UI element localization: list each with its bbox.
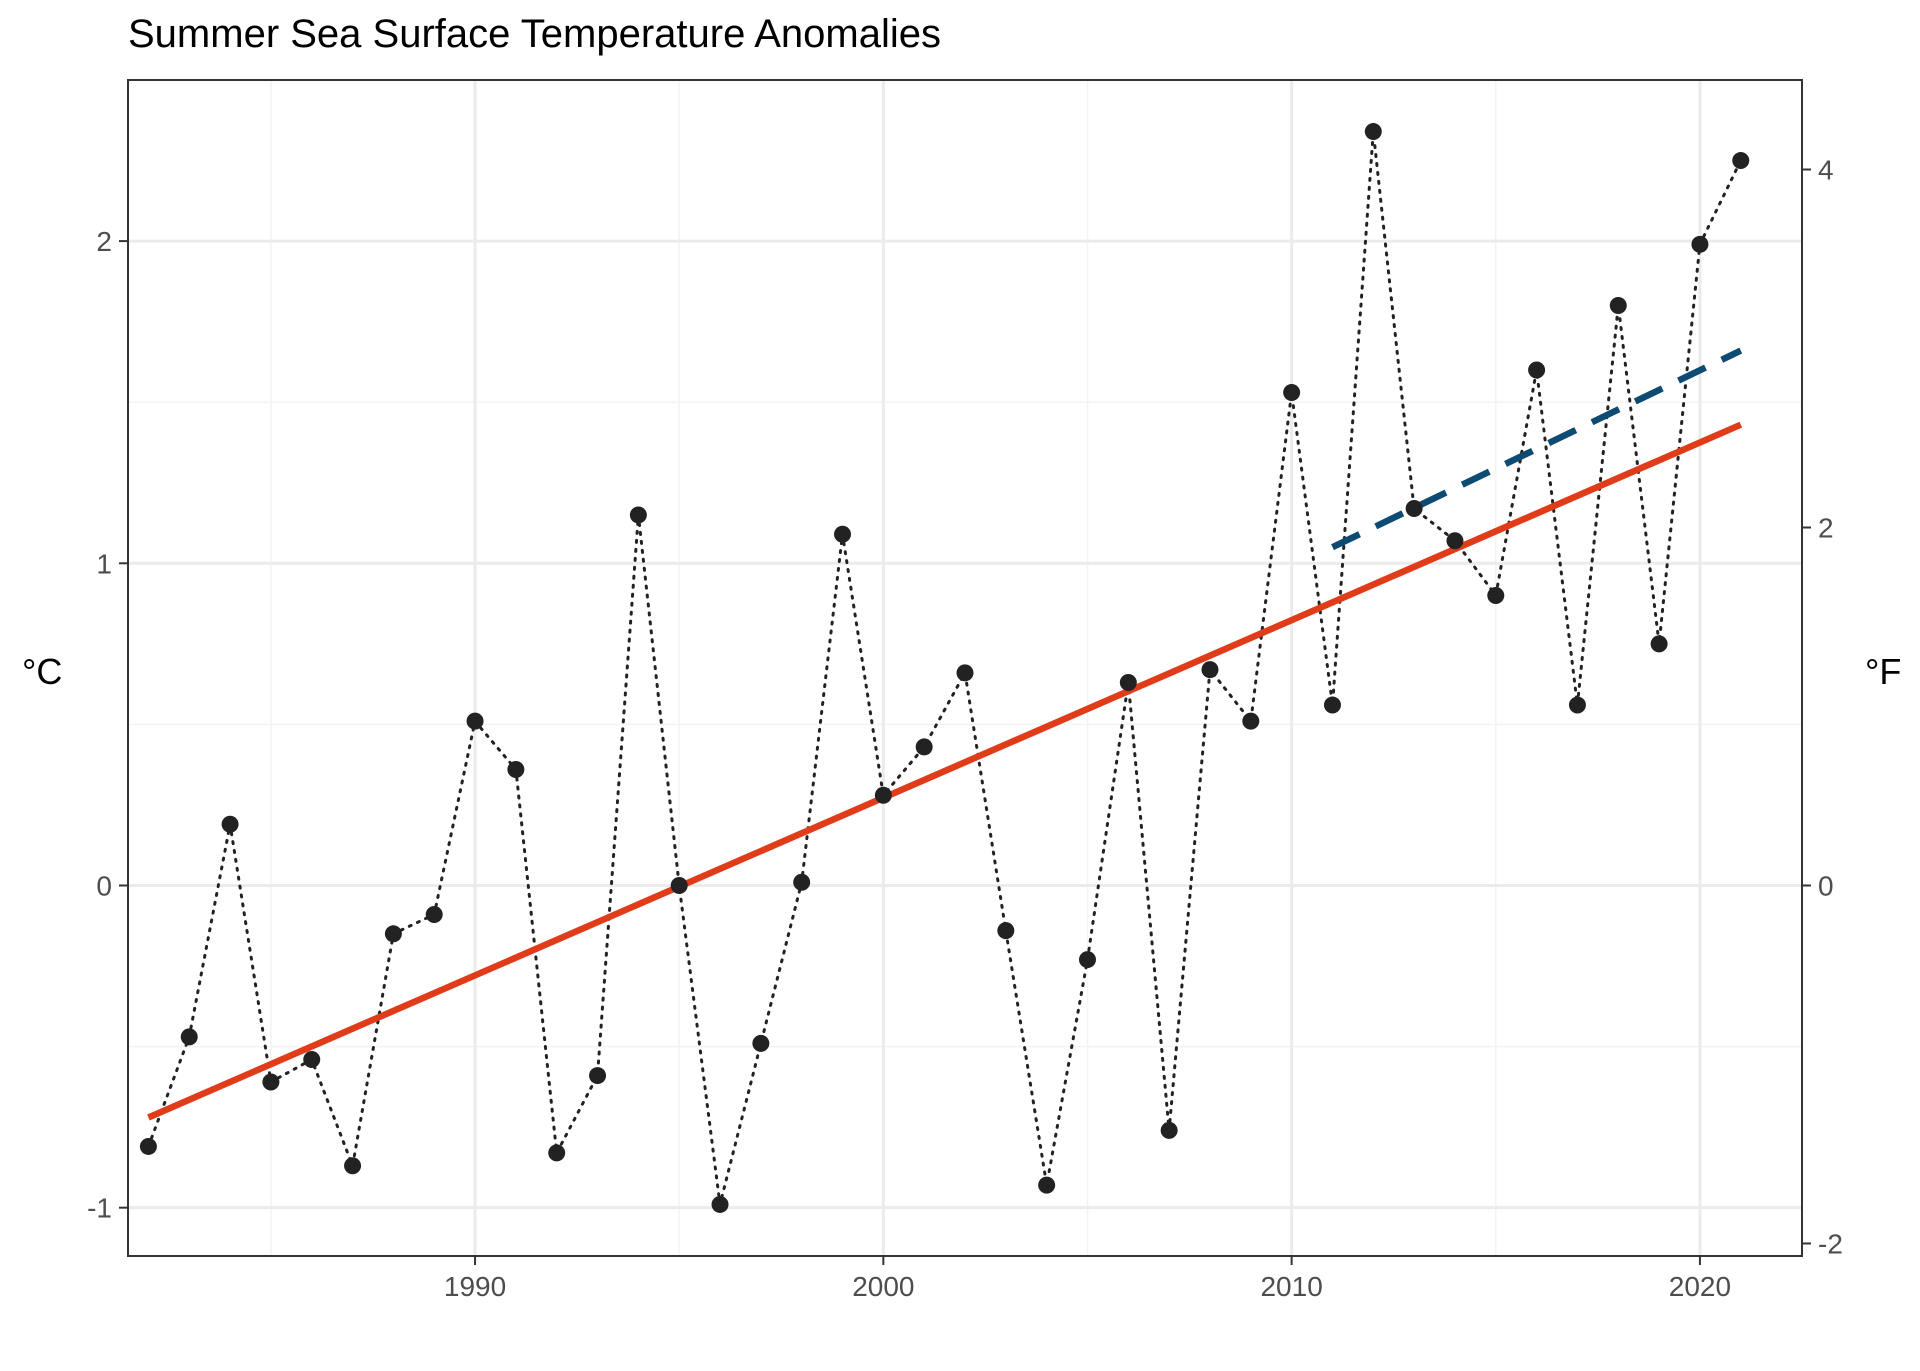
y-axis-title-fahrenheit: °F (1865, 651, 1901, 692)
data-point (629, 506, 647, 524)
data-point (1609, 297, 1627, 315)
data-point (1283, 384, 1301, 402)
plot-panel-border (127, 79, 1803, 1257)
data-point (1242, 712, 1260, 730)
data-point (1732, 152, 1750, 170)
chart-title: Summer Sea Surface Temperature Anomalies (128, 12, 941, 56)
y2-tick-label: 2 (1818, 512, 1834, 543)
data-point (1568, 696, 1586, 714)
data-series (139, 123, 1750, 1213)
axes: 1990 2000 2010 2020 -1 0 1 2 -2 0 2 4 (87, 154, 1843, 1302)
data-point (589, 1067, 607, 1085)
data-point (344, 1157, 362, 1175)
data-point (466, 712, 484, 730)
data-point (1446, 532, 1464, 550)
data-point (1405, 500, 1423, 518)
data-point (303, 1050, 321, 1068)
data-point (1691, 235, 1709, 253)
data-point (1650, 635, 1668, 653)
data-point (384, 925, 402, 943)
trend-line-full-period (147, 421, 1743, 1121)
data-point (262, 1073, 280, 1091)
y-tick-label: 0 (96, 870, 112, 901)
data-point (1528, 361, 1546, 379)
data-point (874, 786, 892, 804)
x-tick-label: 1990 (444, 1271, 506, 1302)
data-point (1038, 1176, 1056, 1194)
data-point (507, 760, 525, 778)
observed-anomaly-line (146, 131, 1743, 1205)
data-point (1078, 951, 1096, 969)
y-tick-label: -1 (87, 1193, 112, 1224)
data-point (956, 664, 974, 682)
data-point (221, 815, 239, 833)
data-point (180, 1028, 198, 1046)
data-point (1119, 673, 1137, 691)
data-point (915, 738, 933, 756)
data-point (548, 1144, 566, 1162)
y2-tick-label: -2 (1818, 1228, 1843, 1259)
x-tick-label: 2000 (852, 1271, 914, 1302)
trend-line-recent-period (1331, 347, 1743, 551)
y2-tick-label: 4 (1818, 154, 1834, 185)
data-point (139, 1137, 157, 1155)
data-point (1364, 123, 1382, 141)
y-tick-label: 1 (96, 548, 112, 579)
data-point (711, 1195, 729, 1213)
data-point (1201, 661, 1219, 679)
data-point (752, 1034, 770, 1052)
data-point (1487, 587, 1505, 605)
data-point (1160, 1121, 1178, 1139)
data-point (425, 905, 443, 923)
y-tick-label: 2 (96, 226, 112, 257)
x-tick-label: 2020 (1669, 1271, 1731, 1302)
data-point (1323, 696, 1341, 714)
data-point (997, 922, 1015, 940)
x-tick-label: 2010 (1260, 1271, 1322, 1302)
data-point (670, 876, 688, 894)
y2-tick-label: 0 (1818, 870, 1834, 901)
grid-lines (128, 80, 1802, 1256)
data-point (793, 873, 811, 891)
y-axis-title-celsius: °C (22, 651, 62, 692)
data-point (834, 525, 852, 543)
